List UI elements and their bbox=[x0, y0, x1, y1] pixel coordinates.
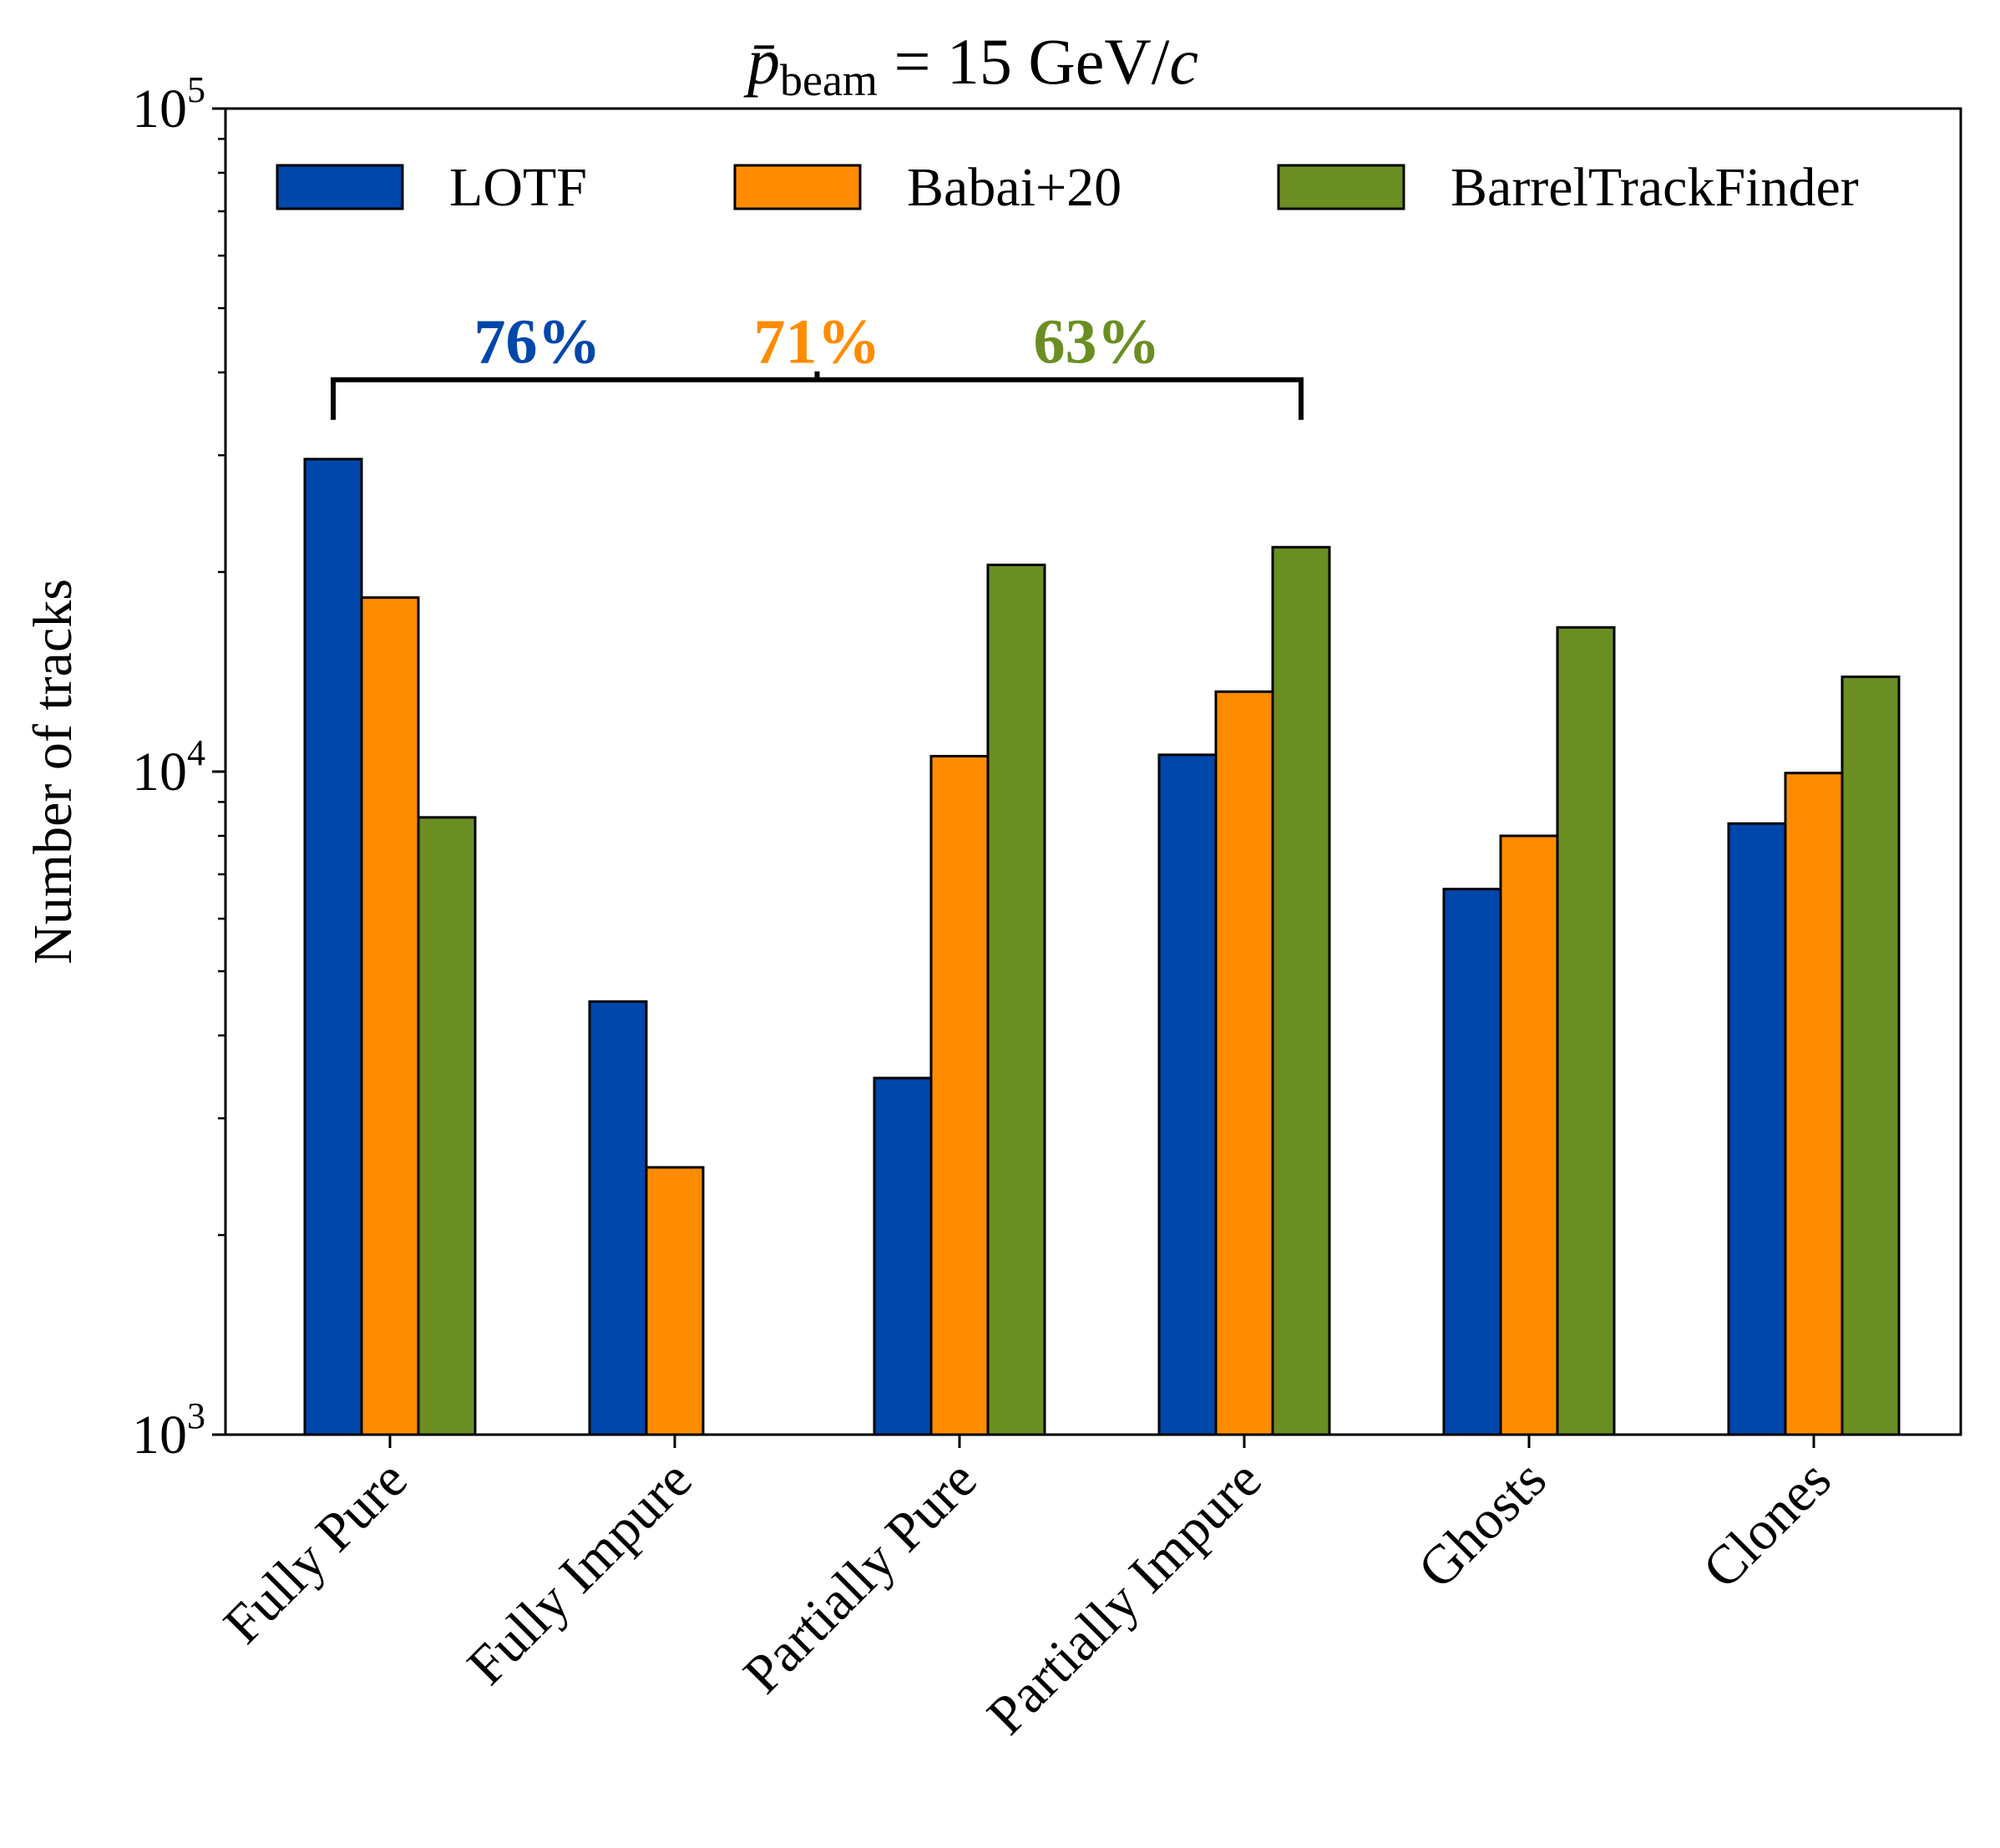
y-tick-base: 10 bbox=[132, 78, 187, 139]
bar-babai-20-partially-impure bbox=[1214, 690, 1274, 1436]
x-tick-label-fully-pure: Fully Pure bbox=[212, 1449, 418, 1655]
bar-barreltrackfinder-partially-impure bbox=[1271, 545, 1331, 1436]
y-tick-exponent: 5 bbox=[187, 69, 205, 110]
title-rest: = 15 GeV/ bbox=[878, 25, 1170, 98]
annotation: 76% 71% 63% bbox=[331, 307, 1304, 420]
bar-lotf-clones bbox=[1727, 822, 1787, 1436]
y-axis-label: Number of tracks bbox=[23, 579, 84, 965]
y-axis-label-group: Number of tracks bbox=[23, 579, 84, 965]
bars bbox=[303, 458, 1901, 1436]
legend-label-babai-20: Babai+20 bbox=[907, 157, 1122, 218]
y-tick-base: 10 bbox=[132, 742, 187, 802]
x-tick-label-partially-pure: Partially Pure bbox=[732, 1449, 989, 1705]
bar-babai-20-fully-impure bbox=[645, 1166, 705, 1436]
y-tick-label: 105 bbox=[132, 69, 205, 139]
bar-lotf-fully-pure bbox=[303, 458, 363, 1436]
bar-lotf-fully-impure bbox=[588, 1000, 648, 1436]
legend-swatch-barreltrackfinder bbox=[1277, 164, 1405, 210]
bar-lotf-partially-impure bbox=[1157, 753, 1218, 1436]
x-tick-label-ghosts: Ghosts bbox=[1406, 1449, 1557, 1600]
title-subscript: beam bbox=[780, 55, 878, 105]
bar-barreltrackfinder-clones bbox=[1841, 675, 1901, 1436]
legend-swatch-babai-20 bbox=[733, 164, 862, 210]
bar-babai-20-fully-pure bbox=[360, 596, 420, 1436]
y-tick-exponent: 3 bbox=[187, 1395, 205, 1436]
annotation-percentage-1: 76% bbox=[474, 307, 601, 377]
y-tick-label: 104 bbox=[132, 732, 205, 802]
legend-label-lotf: LOTF bbox=[449, 157, 587, 218]
bar-barreltrackfinder-ghosts bbox=[1556, 625, 1616, 1436]
y-tick-base: 10 bbox=[132, 1405, 187, 1466]
title-symbol: p̄ bbox=[743, 25, 780, 98]
annotation-percentage-3: 63% bbox=[1034, 307, 1161, 377]
x-tick-label-partially-impure: Partially Impure bbox=[975, 1449, 1273, 1746]
annotation-percentage-2: 71% bbox=[754, 307, 881, 377]
x-axis: Fully Pure Fully Impure Partially PurePart… bbox=[212, 1435, 1843, 1746]
x-tick-label-clones: Clones bbox=[1691, 1449, 1842, 1600]
plot-frame bbox=[224, 107, 1962, 1436]
chart-title: p̄beam = 15 GeV/c bbox=[743, 25, 1198, 105]
x-tick-label-fully-impure: Fully Impure bbox=[456, 1449, 704, 1697]
bar-babai-20-clones bbox=[1784, 772, 1844, 1436]
legend: LOTF Babai+20 BarrelTrackFinder bbox=[276, 157, 1859, 218]
y-tick-exponent: 4 bbox=[187, 732, 205, 773]
annotation-bracket bbox=[331, 371, 1304, 420]
bar-barreltrackfinder-partially-pure bbox=[986, 563, 1046, 1436]
legend-label-barreltrackfinder: BarrelTrackFinder bbox=[1451, 157, 1859, 218]
bar-lotf-partially-pure bbox=[873, 1076, 933, 1436]
bar-babai-20-ghosts bbox=[1499, 834, 1559, 1436]
y-tick-label: 103 bbox=[132, 1395, 205, 1466]
title-italic-unit: c bbox=[1169, 25, 1198, 98]
bar-lotf-ghosts bbox=[1442, 888, 1502, 1436]
legend-swatch-lotf bbox=[276, 164, 404, 210]
bar-barreltrackfinder-fully-pure bbox=[417, 816, 477, 1436]
bar-babai-20-partially-pure bbox=[929, 755, 990, 1436]
chart-title-text: p̄beam = 15 GeV/c bbox=[743, 25, 1198, 105]
